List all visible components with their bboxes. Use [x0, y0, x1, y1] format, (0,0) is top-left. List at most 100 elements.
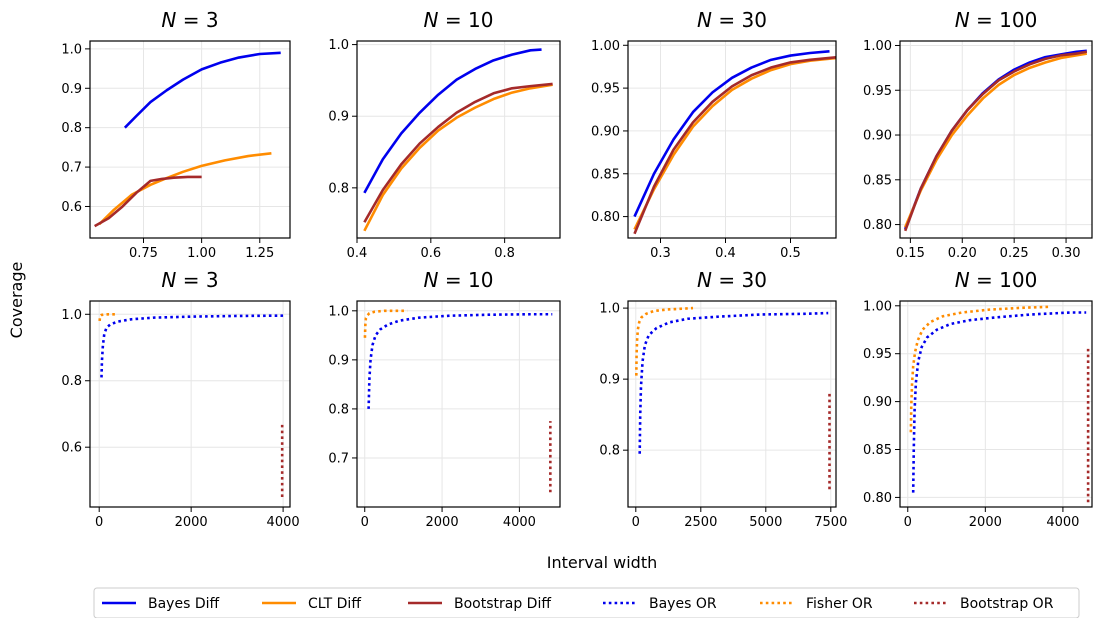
y-tick-label: 0.9	[61, 82, 82, 97]
subplot-1: 0.75 1.00 1.25 0.6 0.7 0.8 0.9 1.0 N = 3	[61, 8, 291, 261]
series-line-fisher-or	[363, 309, 408, 338]
x-tick-label: 1.25	[245, 246, 274, 261]
x-tick-label: 5000	[749, 515, 782, 530]
series-line-fisher-or	[98, 312, 118, 322]
subplot-title: N = 3	[161, 268, 218, 292]
series-line-bayes-diff	[363, 48, 542, 194]
x-tick-label: 0.25	[1000, 246, 1029, 261]
x-tick-label: 7500	[814, 515, 847, 530]
series-line-clt-diff	[633, 56, 836, 230]
series-line-bayes-diff	[633, 49, 830, 218]
series-line-bayes-or	[638, 311, 829, 454]
x-tick-label: 4000	[267, 515, 300, 530]
y-tick-label: 0.90	[863, 395, 892, 410]
subplot-2: 0.4 0.6 0.8 0.8 0.9 1.0 N = 10	[328, 8, 561, 261]
y-tick-label: 0.6	[61, 200, 82, 215]
y-tick-label: 0.8	[61, 121, 82, 136]
series-group	[909, 305, 1090, 503]
series-line-bayes-diff	[123, 51, 281, 129]
series-line-bayes-or	[367, 312, 553, 409]
y-tick-label: 0.6	[61, 441, 82, 456]
series-group	[903, 49, 1088, 232]
x-tick-label: 2000	[426, 515, 459, 530]
y-tick-label: 0.95	[591, 82, 620, 97]
series-line-bayes-or	[911, 311, 1087, 493]
legend-label: CLT Diff	[308, 596, 361, 612]
subplot-title: N = 30	[697, 8, 767, 32]
legend-item-clt-diff: CLT Diff	[262, 596, 361, 612]
x-tick-label: 4000	[1046, 515, 1079, 530]
axes-frame	[627, 40, 837, 239]
y-tick-label: 0.8	[328, 402, 349, 417]
x-axis-label: Interval width	[547, 553, 657, 572]
legend-label: Bayes OR	[649, 596, 717, 612]
y-tick-label: 1.0	[61, 42, 82, 57]
series-line-bootstrap-diff	[363, 82, 553, 223]
x-tick-label: 0.3	[650, 246, 671, 261]
legend-item-fisher-or: Fisher OR	[760, 596, 873, 612]
y-tick-label: 1.0	[328, 38, 349, 53]
series-line-fisher-or	[909, 305, 1052, 433]
axes-frame	[356, 300, 561, 508]
x-tick-label: 0	[95, 515, 103, 530]
axes-frame	[89, 40, 291, 239]
subplot-5: 0 2000 4000 0.6 0.8 1.0 N = 3	[61, 268, 299, 530]
series-line-bayes-or	[100, 314, 284, 378]
legend-label: Fisher OR	[806, 596, 873, 612]
series-line-clt-diff	[363, 83, 553, 232]
y-tick-label: 1.0	[61, 308, 82, 323]
y-tick-label: 1.0	[328, 304, 349, 319]
x-tick-label: 4000	[503, 515, 536, 530]
x-tick-label: 0.8	[494, 246, 515, 261]
series-group	[635, 306, 831, 490]
y-axis-label: Coverage	[7, 262, 26, 339]
series-group	[94, 51, 281, 228]
y-tick-label: 0.85	[863, 173, 892, 188]
legend-label: Bootstrap Diff	[454, 596, 551, 612]
x-tick-label: 0.4	[715, 246, 736, 261]
subplot-7: 0 2500 5000 7500 0.8 0.9 1.0 N = 30	[599, 268, 847, 530]
x-tick-label: 0	[361, 515, 369, 530]
y-tick-label: 1.00	[863, 39, 892, 54]
series-line-fisher-or	[635, 306, 694, 376]
y-tick-label: 0.7	[61, 161, 82, 176]
legend-item-bootstrap-or: Bootstrap OR	[914, 596, 1054, 612]
legend-frame	[93, 587, 1080, 618]
subplot-title: N = 30	[697, 268, 767, 292]
axes-frame	[627, 300, 837, 508]
y-tick-label: 0.9	[328, 353, 349, 368]
y-tick-label: 0.85	[591, 167, 620, 182]
series-line-bootstrap-diff	[94, 175, 202, 228]
series-group	[98, 312, 284, 498]
y-tick-label: 0.95	[863, 84, 892, 99]
y-tick-label: 0.7	[328, 451, 349, 466]
x-tick-label: 2000	[969, 515, 1002, 530]
x-tick-label: 0.20	[948, 246, 977, 261]
panels: 0.75 1.00 1.250.60.70.80.91.0N = 30.4 0.6 0.…	[61, 8, 1093, 530]
series-group	[363, 309, 553, 493]
y-tick-label: 0.85	[863, 443, 892, 458]
y-tick-label: 0.80	[591, 210, 620, 225]
y-tick-label: 0.8	[61, 374, 82, 389]
series-line-bootstrap-diff	[633, 55, 836, 235]
x-tick-label: 0.4	[347, 246, 368, 261]
axes-frame	[89, 300, 291, 508]
legend-item-bootstrap-diff: Bootstrap Diff	[408, 596, 551, 612]
legend-label: Bayes Diff	[148, 596, 219, 612]
legend-item-bayes-diff: Bayes Diff	[102, 596, 219, 612]
x-tick-label: 0.15	[896, 246, 925, 261]
subplot-title: N = 3	[161, 8, 218, 32]
series-line-clt-diff	[903, 52, 1088, 228]
legend: Bayes Diff CLT Diff Bootstrap Diff Bayes OR…	[93, 587, 1080, 618]
legend-item-bayes-or: Bayes OR	[603, 596, 717, 612]
series-line-bootstrap-diff	[903, 50, 1088, 232]
series-group	[633, 49, 836, 235]
x-tick-label: 0.75	[129, 246, 158, 261]
subplot-title: N = 10	[424, 268, 494, 292]
y-tick-label: 0.8	[599, 444, 620, 459]
x-tick-label: 1.00	[187, 246, 216, 261]
subplot-title: N = 10	[424, 8, 494, 32]
y-tick-label: 1.0	[599, 302, 620, 317]
y-tick-label: 1.00	[591, 39, 620, 54]
